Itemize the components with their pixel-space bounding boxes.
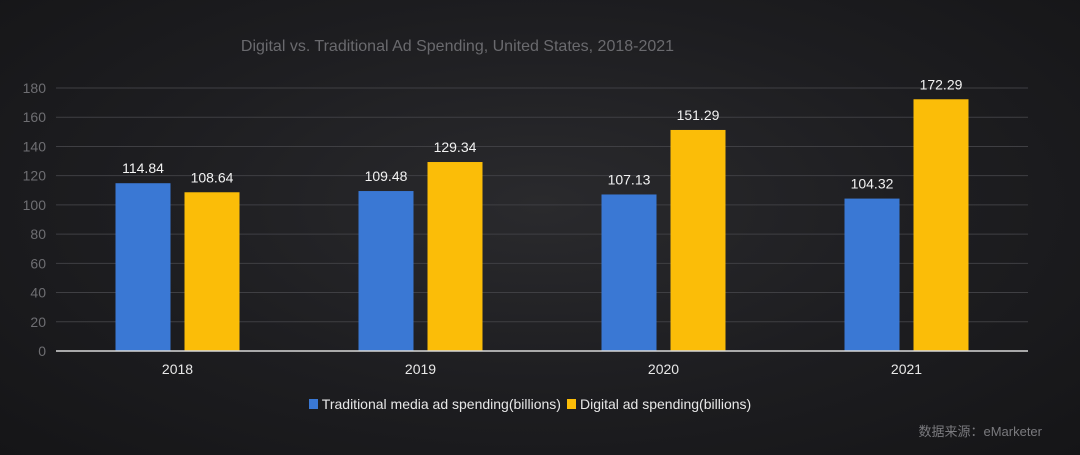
y-tick-label: 180: [23, 80, 47, 96]
x-tick-label: 2021: [891, 361, 922, 377]
y-tick-label: 140: [23, 138, 47, 154]
source-note: 数据来源：eMarketer: [918, 424, 1042, 439]
x-tick-label: 2019: [405, 361, 436, 377]
bar-2018-1: [184, 192, 240, 351]
data-label: 104.32: [851, 176, 894, 192]
data-label: 108.64: [191, 169, 234, 185]
legend-item-digital: Digital ad spending(billions): [566, 396, 752, 412]
data-label: 151.29: [677, 107, 720, 123]
bar-2019-1: [427, 162, 483, 351]
x-tick-label: 2020: [648, 361, 679, 377]
legend-swatch: [308, 399, 318, 409]
legend-swatch: [566, 399, 576, 409]
y-tick-label: 60: [30, 255, 46, 271]
bar-2021-0: [844, 198, 900, 351]
data-label: 109.48: [365, 168, 408, 184]
data-label: 114.84: [122, 160, 164, 176]
y-tick-label: 40: [30, 285, 46, 301]
y-tick-label: 20: [30, 314, 46, 330]
bar-2019-0: [358, 191, 414, 351]
x-tick-label: 2018: [162, 361, 193, 377]
data-label: 107.13: [608, 171, 651, 187]
data-label: 129.34: [434, 139, 477, 155]
y-tick-label: 0: [38, 343, 46, 359]
legend-label: Traditional media ad spending(billions): [321, 396, 561, 412]
bar-2018-0: [115, 183, 171, 351]
bar-2020-1: [670, 129, 726, 351]
y-tick-label: 120: [23, 168, 47, 184]
y-tick-label: 80: [30, 226, 46, 242]
chart-title: Digital vs. Traditional Ad Spending, Uni…: [240, 38, 675, 55]
y-tick-label: 100: [23, 197, 47, 213]
legend-item-traditional: Traditional media ad spending(billions): [308, 396, 561, 412]
data-label: 172.29: [920, 76, 963, 92]
bar-2021-1: [913, 99, 969, 351]
y-tick-label: 160: [23, 109, 47, 125]
legend-label: Digital ad spending(billions): [579, 396, 752, 412]
bar-2020-0: [601, 194, 657, 351]
legend: Traditional media ad spending(billions) …: [0, 396, 1070, 412]
